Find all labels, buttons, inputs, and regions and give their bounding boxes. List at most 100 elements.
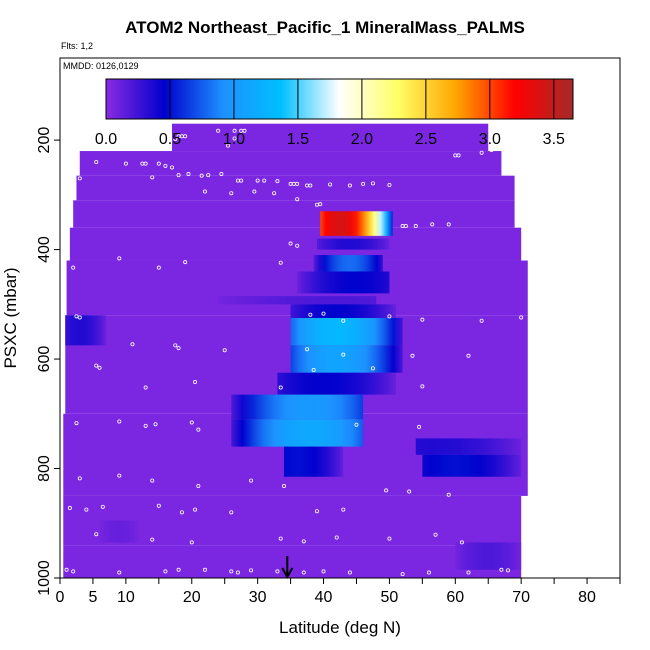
sample-point xyxy=(328,182,333,187)
sample-point xyxy=(156,503,161,508)
sample-point xyxy=(361,181,366,186)
sample-point xyxy=(189,540,194,545)
sample-point xyxy=(206,173,211,178)
sample-point xyxy=(67,505,72,510)
sample-point xyxy=(193,507,198,512)
sample-point xyxy=(77,315,82,320)
sample-point xyxy=(216,128,221,133)
heatmap-cell xyxy=(290,345,403,373)
sample-point xyxy=(341,507,346,512)
sample-point xyxy=(239,178,244,183)
sample-point xyxy=(130,342,135,347)
sample-point xyxy=(403,224,408,229)
heatmap-cell xyxy=(65,315,107,346)
latitude-marker xyxy=(281,556,294,580)
heatmap-cell xyxy=(316,238,390,250)
sample-point xyxy=(275,179,280,184)
sample-point xyxy=(278,385,283,390)
sample-point xyxy=(74,421,79,426)
sample-point xyxy=(288,241,293,246)
sample-point xyxy=(71,158,76,163)
heatmap-cell xyxy=(290,318,403,346)
sample-point xyxy=(176,346,181,351)
heatmap-cell xyxy=(422,454,522,477)
sample-point xyxy=(117,473,122,478)
x-axis-label: Latitude (deg N) xyxy=(279,618,401,637)
sample-point xyxy=(301,570,306,575)
colorbar-tick-label: 1.5 xyxy=(287,131,309,148)
heatmap-cell xyxy=(290,304,396,318)
heatmap-cells xyxy=(63,123,528,578)
sample-point xyxy=(446,222,451,227)
sample-point xyxy=(341,352,346,357)
sample-point xyxy=(321,569,326,574)
sample-point xyxy=(387,314,392,319)
sample-point xyxy=(262,178,267,183)
sample-point xyxy=(318,202,323,207)
sample-point xyxy=(314,509,319,514)
colorbar-tick-label: 1.0 xyxy=(223,131,245,148)
sample-point xyxy=(321,311,326,316)
sample-point xyxy=(94,532,99,537)
sample-point xyxy=(249,478,254,483)
x-tick-label: 40 xyxy=(315,589,333,606)
colorbar-tick-label: 0.5 xyxy=(159,131,181,148)
heatmap-cell xyxy=(455,542,522,570)
sample-point xyxy=(305,347,310,352)
sample-point xyxy=(117,256,122,261)
sample-point xyxy=(71,265,76,270)
sample-point xyxy=(235,570,240,575)
sample-point xyxy=(202,189,207,194)
sample-point xyxy=(456,153,461,158)
x-tick-label: 60 xyxy=(446,589,464,606)
colorbar-tick-label: 3.5 xyxy=(543,131,565,148)
sample-point xyxy=(278,536,283,541)
sample-point xyxy=(407,489,412,494)
sample-point xyxy=(519,315,524,320)
sample-point xyxy=(229,510,234,515)
sample-point xyxy=(489,147,494,152)
sample-point xyxy=(446,492,451,497)
y-tick-label: 800 xyxy=(36,455,53,482)
sample-point xyxy=(173,343,178,348)
sample-point xyxy=(77,476,82,481)
sample-point xyxy=(492,137,497,142)
sample-point xyxy=(232,136,237,141)
sample-point xyxy=(84,507,89,512)
sample-point xyxy=(199,173,204,178)
sample-point xyxy=(505,568,510,573)
sample-point xyxy=(183,260,188,265)
sample-point xyxy=(255,178,260,183)
sample-point xyxy=(387,182,392,187)
sample-point xyxy=(189,420,194,425)
sample-point xyxy=(252,189,257,194)
sample-point xyxy=(71,569,76,574)
sample-point xyxy=(295,243,300,248)
background-cell xyxy=(76,175,515,201)
sample-point xyxy=(163,163,168,168)
sample-point xyxy=(249,568,254,573)
heatmap-cell xyxy=(218,296,377,305)
sample-point xyxy=(433,532,438,537)
sample-point xyxy=(479,318,484,323)
sample-point xyxy=(384,488,389,493)
sample-point xyxy=(347,183,352,188)
colorbar-tick-label: 2.0 xyxy=(351,131,373,148)
sample-point xyxy=(301,539,306,544)
background-cell xyxy=(172,123,489,152)
heatmap-cell xyxy=(277,372,396,395)
down-arrow-head-icon xyxy=(281,567,294,580)
background-cell xyxy=(79,151,502,176)
sample-point xyxy=(176,173,181,178)
sample-point xyxy=(153,422,158,427)
sample-point xyxy=(347,570,352,575)
x-axis: 0 5 10 20 30 40 50 60 70 80 xyxy=(56,578,621,606)
sample-point xyxy=(311,367,316,372)
sample-point xyxy=(150,478,155,483)
sample-point xyxy=(74,314,79,319)
sample-point xyxy=(219,172,224,177)
sample-point xyxy=(123,161,128,166)
sample-point xyxy=(77,176,82,181)
colorbar-gradient xyxy=(105,78,574,120)
sample-point xyxy=(341,318,346,323)
